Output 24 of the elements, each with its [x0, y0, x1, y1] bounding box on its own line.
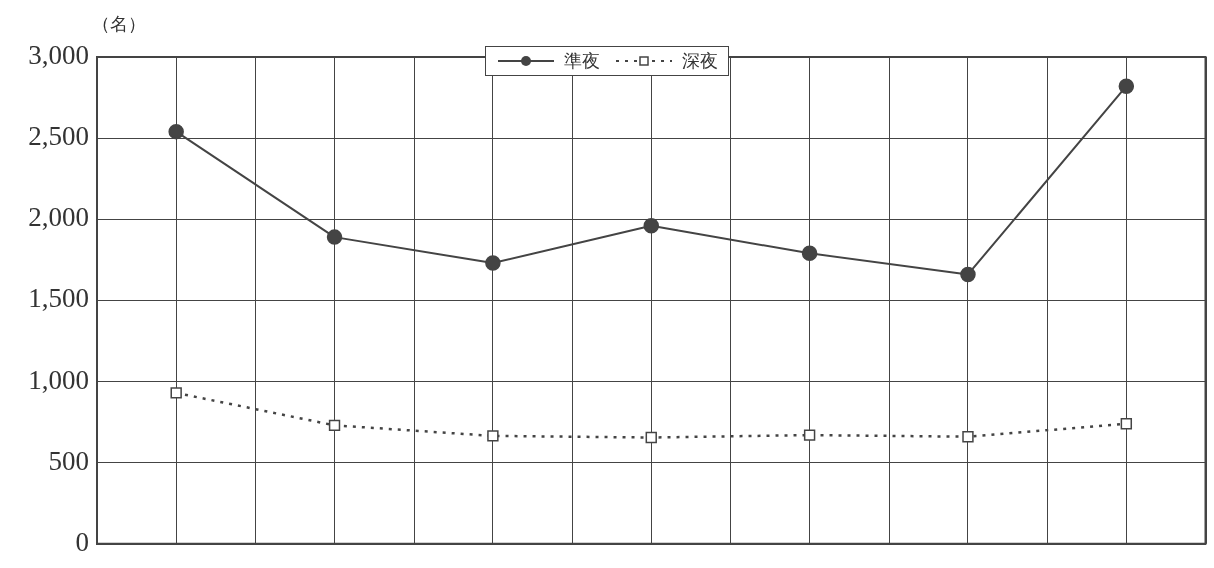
y-tick-label: 1,000: [28, 364, 89, 395]
y-tick-label: 1,500: [28, 283, 89, 314]
legend-label: 準夜: [564, 49, 600, 73]
point: [487, 430, 499, 442]
point: [485, 255, 501, 271]
legend-label: 深夜: [682, 49, 718, 73]
point: [962, 431, 974, 443]
point: [801, 245, 818, 262]
y-tick-label: 500: [48, 445, 89, 476]
point: [1120, 418, 1133, 430]
point: [168, 123, 184, 140]
y-tick-label: 0: [75, 526, 89, 557]
y-axis-title: （名）: [92, 12, 146, 36]
point: [1118, 78, 1135, 94]
y-tick-label: 2,000: [28, 202, 89, 233]
y-tick-label: 2,500: [28, 121, 89, 152]
point: [170, 387, 182, 399]
point: [643, 218, 659, 234]
y-tick-label: 3,000: [28, 40, 89, 71]
point: [645, 431, 657, 444]
point: [328, 419, 341, 432]
point: [960, 266, 976, 283]
point: [326, 229, 343, 245]
point: [803, 429, 816, 441]
